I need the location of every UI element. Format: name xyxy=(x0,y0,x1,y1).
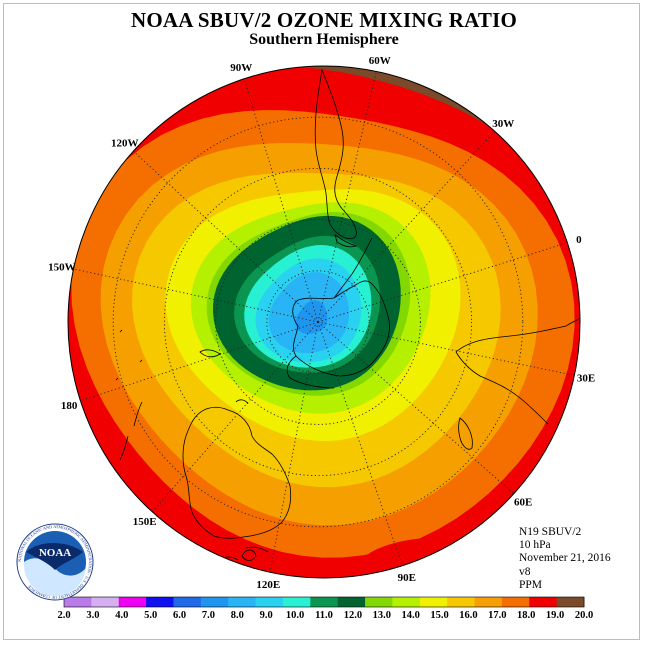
map-subtitle: Southern Hemisphere xyxy=(249,31,399,48)
latitude-circle xyxy=(112,116,524,528)
colorbar-swatch xyxy=(419,597,448,607)
coastline-tierra-del-fuego xyxy=(334,234,358,248)
colorbar-swatch xyxy=(392,597,421,607)
latitude-circle xyxy=(215,219,421,425)
colorbar-tick-label: 18.0 xyxy=(517,610,535,621)
colorbar-tick-label: 2.0 xyxy=(57,610,70,621)
colorbar-tick-label: 16.0 xyxy=(459,610,477,621)
colorbar-tick-label: 3.0 xyxy=(86,610,99,621)
colorbar-tick-label: 15.0 xyxy=(430,610,448,621)
colorbar-tick-label: 8.0 xyxy=(231,610,244,621)
colorbar-swatch xyxy=(173,597,202,607)
coastline-new-zealand xyxy=(119,401,143,461)
map-boundary xyxy=(67,65,581,579)
lat-lon-grid xyxy=(68,66,580,578)
colorbar-tick-label: 20.0 xyxy=(575,610,593,621)
longitude-label: 30E xyxy=(577,373,595,385)
colorbar-swatch xyxy=(200,597,229,607)
longitude-labels: 0 30E 60E 90E 120E 150E 180 150W 120W 90W 60W 30W xyxy=(48,55,595,591)
colorbar-tick-label: 4.0 xyxy=(115,610,128,621)
meridian-line xyxy=(317,321,580,385)
colorbar-swatch xyxy=(118,597,147,607)
coastline-ross-ice xyxy=(286,355,335,389)
pressure-level-label: 10 hPa xyxy=(519,539,551,552)
colorbar-tick-label: 12.0 xyxy=(344,610,362,621)
coastline-madagascar xyxy=(458,417,473,450)
meridian-line xyxy=(317,66,387,323)
colorbar-tick-label: 9.0 xyxy=(260,610,273,621)
version-label: v8 xyxy=(519,565,531,578)
colorbar-tick-label: 13.0 xyxy=(373,610,391,621)
colorbar-tick-label: 11.0 xyxy=(315,610,333,621)
coastline-australia xyxy=(182,406,292,539)
date-label: November 21, 2016 xyxy=(519,552,611,565)
colorbar-swatch xyxy=(282,597,311,607)
colorbar-swatch xyxy=(556,597,585,607)
longitude-label: 120W xyxy=(111,138,139,150)
page-frame xyxy=(3,3,640,640)
longitude-label: 30W xyxy=(492,118,514,130)
svg-text:NOAA: NOAA xyxy=(39,547,71,559)
longitude-label: 0 xyxy=(576,234,582,246)
longitude-label: 60W xyxy=(369,55,391,67)
meridian-line xyxy=(230,66,319,323)
colorbar-tick-label: 7.0 xyxy=(202,610,215,621)
longitude-label: 150W xyxy=(48,261,76,273)
colorbar-swatch xyxy=(64,597,92,607)
coastline-antarctica xyxy=(292,280,390,377)
coastline-tasmania xyxy=(241,549,257,561)
colorbar-tick-label: 17.0 xyxy=(488,610,506,621)
map-title: NOAA SBUV/2 OZONE MIXING RATIO xyxy=(131,8,517,32)
longitude-label: 60E xyxy=(514,496,532,508)
units-label: PPM xyxy=(519,578,543,591)
colorbar-swatch xyxy=(146,597,174,607)
meridian-line xyxy=(317,321,548,524)
colorbar-swatch xyxy=(337,597,366,607)
colorbar-swatch xyxy=(447,597,476,607)
noaa-logo: NOAA NATIONAL OCEANIC AND ATMOSPHERIC AD… xyxy=(16,523,94,601)
latitude-circle xyxy=(266,270,370,374)
colorbar-swatch xyxy=(310,597,339,607)
info-block: N19 SBUV/2 10 hPa November 21, 2016 v8 P… xyxy=(519,526,611,592)
meridian-line xyxy=(317,321,418,578)
coastlines xyxy=(115,68,580,561)
colorbar-tick-label: 14.0 xyxy=(402,610,420,621)
colorbar-frame xyxy=(63,596,585,608)
satellite-label: N19 SBUV/2 xyxy=(519,526,582,538)
coastline-islands-1 xyxy=(199,349,221,358)
longitude-label: 180 xyxy=(61,400,78,412)
meridian-line xyxy=(261,321,319,578)
longitude-label: 120E xyxy=(256,579,280,591)
longitude-label: 150E xyxy=(133,516,157,528)
colorbar-swatch xyxy=(228,597,257,607)
coastline-africa-south xyxy=(455,351,549,425)
colorbar-swatch xyxy=(365,597,393,607)
ozone-cell-60e xyxy=(469,483,515,529)
coastline-south-america xyxy=(314,68,357,240)
longitude-label: 90E xyxy=(398,572,416,584)
colorbar-swatch xyxy=(91,597,120,607)
colorbar-tick-label: 5.0 xyxy=(144,610,157,621)
colorbar-swatch xyxy=(501,597,530,607)
colorbar-swatch xyxy=(255,597,284,607)
colorbar-tick-label: 6.0 xyxy=(173,610,186,621)
coastline-africa xyxy=(455,317,580,353)
colorbar-swatch xyxy=(474,597,503,607)
latitude-circle xyxy=(163,167,473,477)
meridian-line xyxy=(317,228,580,323)
coastline-islands-3 xyxy=(115,329,143,381)
longitude-label: 90W xyxy=(230,62,252,74)
colorbar-swatch xyxy=(529,597,558,607)
colorbar-tick-label: 19.0 xyxy=(546,610,564,621)
coastline-antarctic-peninsula xyxy=(333,237,373,299)
colorbar-tick-label: 10.0 xyxy=(286,610,304,621)
colorbar: 2.0 3.0 4.0 5.0 6.0 7.0 8.0 9.0 10.0 11.0 12.0 13.0… xyxy=(57,596,593,621)
